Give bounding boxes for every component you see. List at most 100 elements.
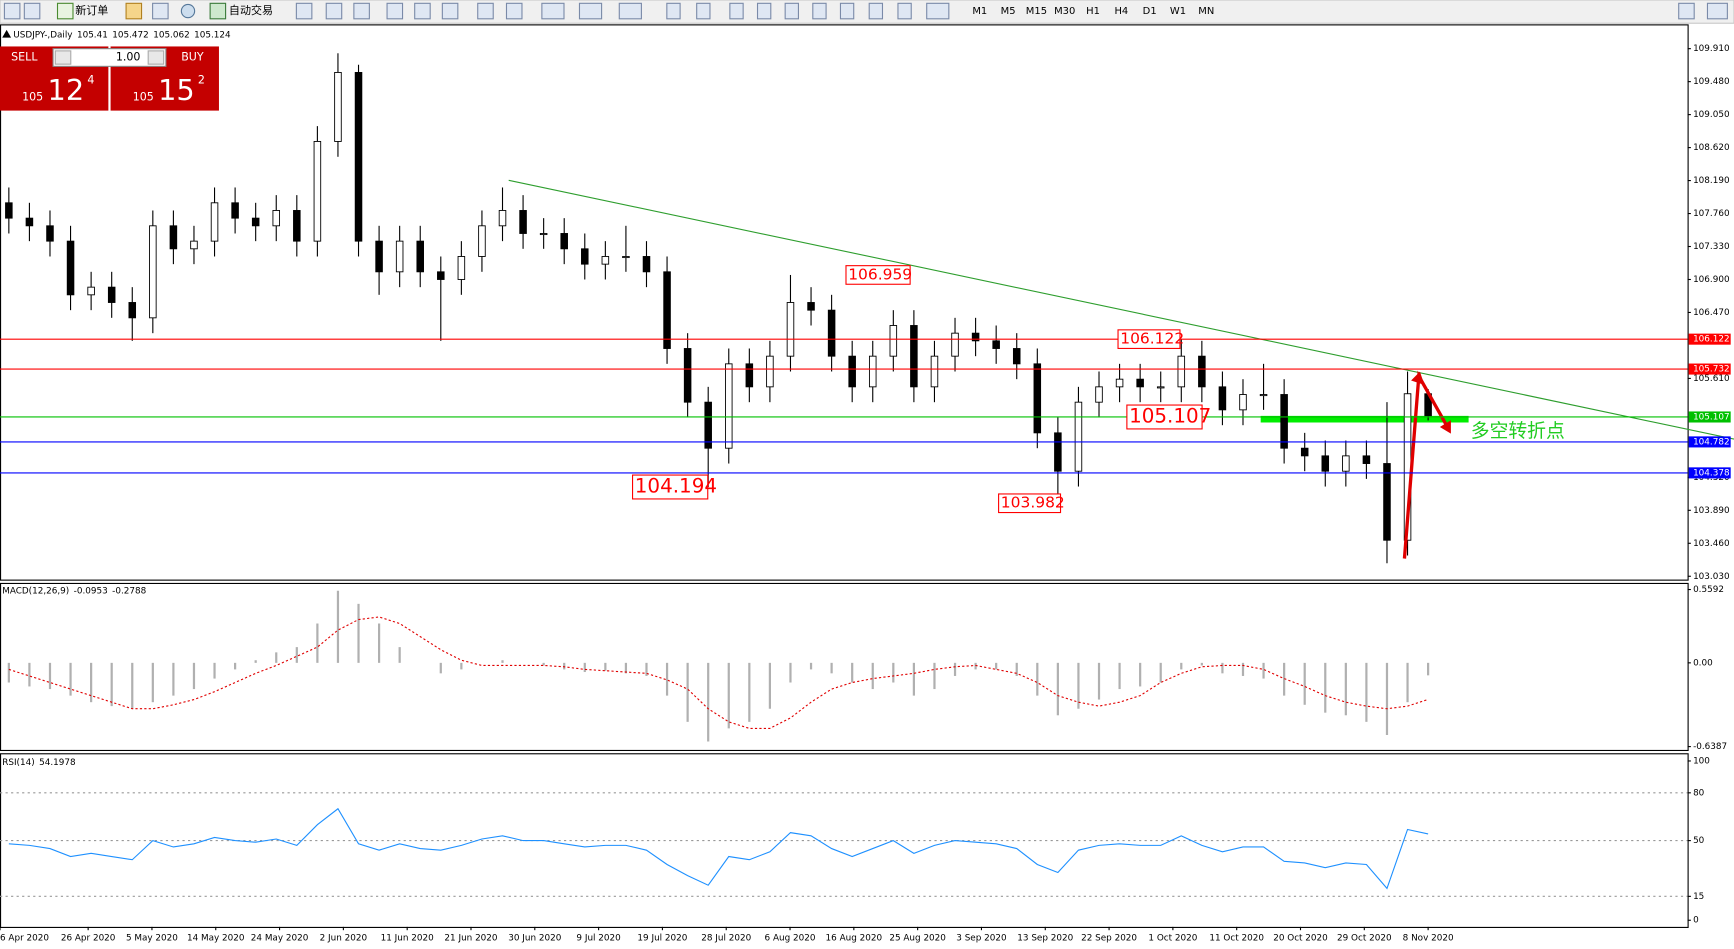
candle-body (992, 340, 1000, 349)
icon[interactable] (696, 2, 711, 20)
candle-body (66, 240, 75, 296)
candle-body (87, 286, 95, 296)
icon[interactable] (325, 2, 343, 20)
x-tick-label: 2 Jun 2020 (320, 933, 368, 943)
candle-body (478, 225, 486, 257)
buy-button[interactable]: BUY (181, 51, 204, 64)
lots-down[interactable] (54, 50, 72, 65)
x-tick-label: 29 Oct 2020 (1337, 933, 1392, 943)
icon[interactable] (756, 2, 772, 20)
candle-body (25, 217, 34, 227)
lots-up[interactable] (147, 50, 165, 65)
icon[interactable] (812, 2, 827, 20)
y-tick-label: 100 (1693, 756, 1710, 766)
candle-body (601, 256, 610, 265)
y-tick-label: 103.890 (1693, 506, 1730, 516)
icon[interactable] (209, 2, 227, 20)
icon[interactable] (1706, 2, 1728, 20)
rsi-line (8, 807, 1429, 890)
trend-line[interactable] (508, 179, 1734, 440)
candles (5, 53, 1432, 564)
candle-body (827, 309, 836, 357)
icon[interactable] (353, 2, 370, 20)
timeframe-button[interactable]: D1 (1143, 6, 1157, 17)
icon[interactable] (618, 2, 642, 20)
candle-body (581, 248, 589, 265)
icon[interactable] (414, 2, 431, 20)
icon[interactable] (541, 2, 565, 20)
x-tick-label: 6 Apr 2020 (0, 933, 49, 943)
x-tick-label: 20 Oct 2020 (1273, 933, 1328, 943)
new-order-button[interactable]: 新订单 (75, 3, 108, 17)
arrow-head (1411, 371, 1451, 434)
candle-body (725, 363, 733, 449)
icon[interactable] (666, 2, 681, 20)
lots-value[interactable]: 1.00 (116, 51, 141, 64)
x-tick-label: 11 Jun 2020 (381, 933, 434, 943)
icon[interactable] (505, 2, 523, 20)
rsi-pane (0, 753, 1689, 928)
x-tick-label: 8 Nov 2020 (1403, 933, 1454, 943)
y-tick-label: 107.330 (1693, 242, 1730, 252)
candle-body (375, 240, 383, 273)
candle-body (1156, 386, 1165, 389)
icon[interactable] (729, 2, 744, 20)
icon[interactable] (1678, 2, 1695, 20)
candle-body (107, 286, 116, 303)
level-tag (1688, 333, 1731, 345)
candle-body (889, 325, 898, 357)
x-tick-label: 14 May 2020 (187, 933, 245, 943)
icon[interactable] (868, 2, 884, 20)
timeframe-button[interactable]: M1 (972, 6, 987, 17)
y-tick-label: 108.620 (1693, 143, 1730, 153)
icon[interactable] (180, 3, 196, 19)
candle-body (930, 355, 939, 388)
candle-body (354, 71, 363, 242)
level-tag-label: 104.378 (1693, 468, 1730, 478)
icon[interactable] (441, 2, 459, 20)
candle-body (149, 225, 157, 319)
auto-trading-button[interactable]: 自动交易 (229, 3, 273, 17)
timeframe-button[interactable]: MN (1198, 6, 1214, 17)
price-label: 106.959 (848, 265, 912, 283)
sell-price-pips: 12 (48, 73, 85, 107)
ohlc-low: 105.062 (153, 30, 190, 40)
timeframe-button[interactable]: M15 (1026, 6, 1047, 17)
timeframe-button[interactable]: M5 (1001, 6, 1016, 17)
icon[interactable] (839, 2, 855, 20)
x-tick-label: 11 Oct 2020 (1209, 933, 1264, 943)
icon[interactable] (897, 2, 912, 20)
icon[interactable] (295, 2, 313, 20)
lots-field[interactable] (52, 48, 167, 67)
timeframe-button[interactable]: W1 (1170, 6, 1186, 17)
timeframe-button[interactable]: H4 (1114, 6, 1128, 17)
candle-body (1259, 394, 1268, 397)
icon[interactable] (386, 2, 404, 20)
candle-body (169, 225, 178, 250)
ohlc-close: 105.124 (194, 30, 231, 40)
icon[interactable] (784, 2, 799, 20)
y-tick-label: -0.6387 (1693, 742, 1727, 752)
sell-button[interactable]: SELL (11, 51, 38, 64)
icon[interactable] (578, 2, 603, 20)
symbol-header: USDJPY-,Daily 105.41 105.472 105.062 105.124 (13, 30, 231, 40)
candle-body (416, 240, 424, 273)
signal-value: -0.2788 (112, 586, 146, 596)
icon[interactable] (125, 2, 143, 20)
icon[interactable] (477, 2, 494, 20)
y-tick-label: 109.480 (1693, 77, 1730, 87)
level-tag (1688, 363, 1731, 375)
candle-body (745, 363, 754, 388)
icon[interactable] (56, 2, 74, 20)
candle-body (1218, 386, 1227, 411)
icon[interactable] (926, 2, 950, 20)
timeframe-button[interactable]: H1 (1086, 6, 1100, 17)
icon[interactable] (3, 2, 21, 20)
candle-body (622, 256, 630, 259)
candle-body (1136, 378, 1144, 388)
icon[interactable] (152, 2, 169, 20)
icon[interactable] (23, 2, 41, 20)
annotation[interactable]: 多空转折点 (1471, 420, 1565, 442)
timeframe-button[interactable]: M30 (1054, 6, 1075, 17)
candle-body (1239, 394, 1247, 411)
